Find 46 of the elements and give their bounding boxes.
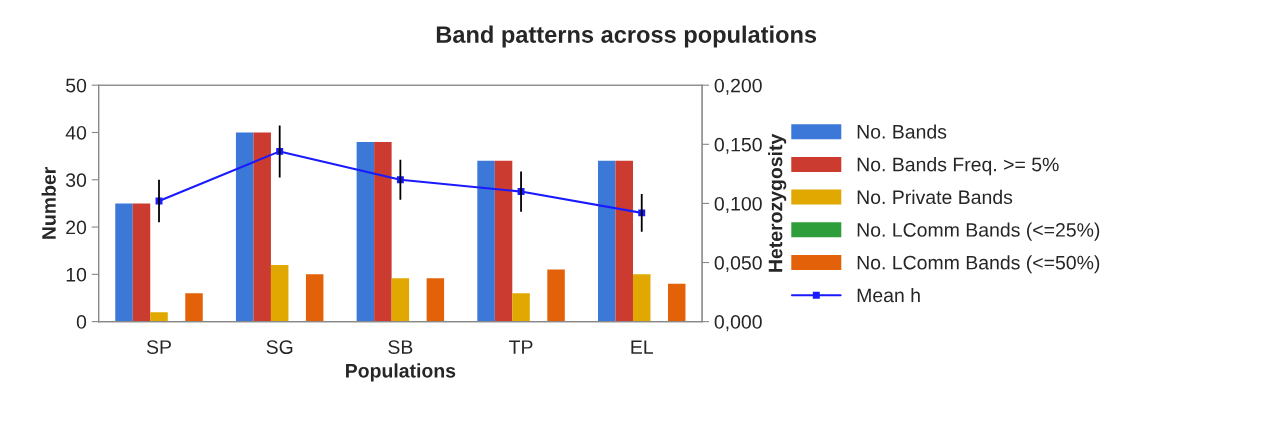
bar <box>356 141 375 322</box>
y2-tick-label: 0,050 <box>714 255 762 273</box>
y2-axis-title: Heterozygosity <box>768 133 787 272</box>
y2-tick-label: 0,000 <box>714 315 762 332</box>
bar <box>512 293 530 322</box>
legend-label: No. LComm Bands (<=50%) <box>857 255 1100 274</box>
legend-label: No. Bands Freq. >= 5% <box>857 157 1059 176</box>
bar <box>477 160 495 322</box>
legend-label: No. Bands <box>857 124 947 139</box>
bar <box>597 160 616 322</box>
bar <box>185 293 203 322</box>
bar <box>115 203 133 322</box>
x-tick-label: EL <box>631 340 653 354</box>
y-axis-title: Number <box>41 166 56 239</box>
bar <box>391 278 410 322</box>
x-axis-title: Populations <box>346 363 456 382</box>
y-tick-label: 10 <box>66 267 87 282</box>
bar <box>667 283 686 322</box>
legend-label: No. Private Bands <box>857 189 1013 205</box>
y2-tick-label: 0,200 <box>714 78 762 95</box>
y-tick-label: 40 <box>65 125 87 140</box>
bar <box>615 160 633 322</box>
legend-label: Mean h <box>857 287 920 303</box>
x-tick-label: TP <box>509 340 533 354</box>
bar <box>374 141 392 322</box>
y-tick-label: 50 <box>66 78 87 93</box>
x-tick-label: SB <box>388 340 413 354</box>
bar <box>426 278 445 322</box>
bar <box>132 203 151 322</box>
chart-title: Band patterns across populations <box>436 25 817 48</box>
x-tick-label: SG <box>266 340 293 354</box>
legend-label: No. LComm Bands (<=25%) <box>857 222 1100 241</box>
bar <box>253 132 271 322</box>
y2-tick-label: 0,150 <box>714 137 762 154</box>
y2-tick-label: 0,100 <box>714 196 762 213</box>
bar <box>632 274 651 322</box>
bar <box>305 274 324 322</box>
bar <box>270 264 289 322</box>
bar <box>150 312 168 322</box>
bar <box>235 132 254 322</box>
y-tick-label: 20 <box>66 220 87 235</box>
bar <box>547 269 565 322</box>
y-tick-label: 30 <box>65 173 87 188</box>
bar <box>494 160 513 322</box>
x-tick-label: SP <box>146 340 171 354</box>
y-tick-label: 0 <box>76 315 87 329</box>
